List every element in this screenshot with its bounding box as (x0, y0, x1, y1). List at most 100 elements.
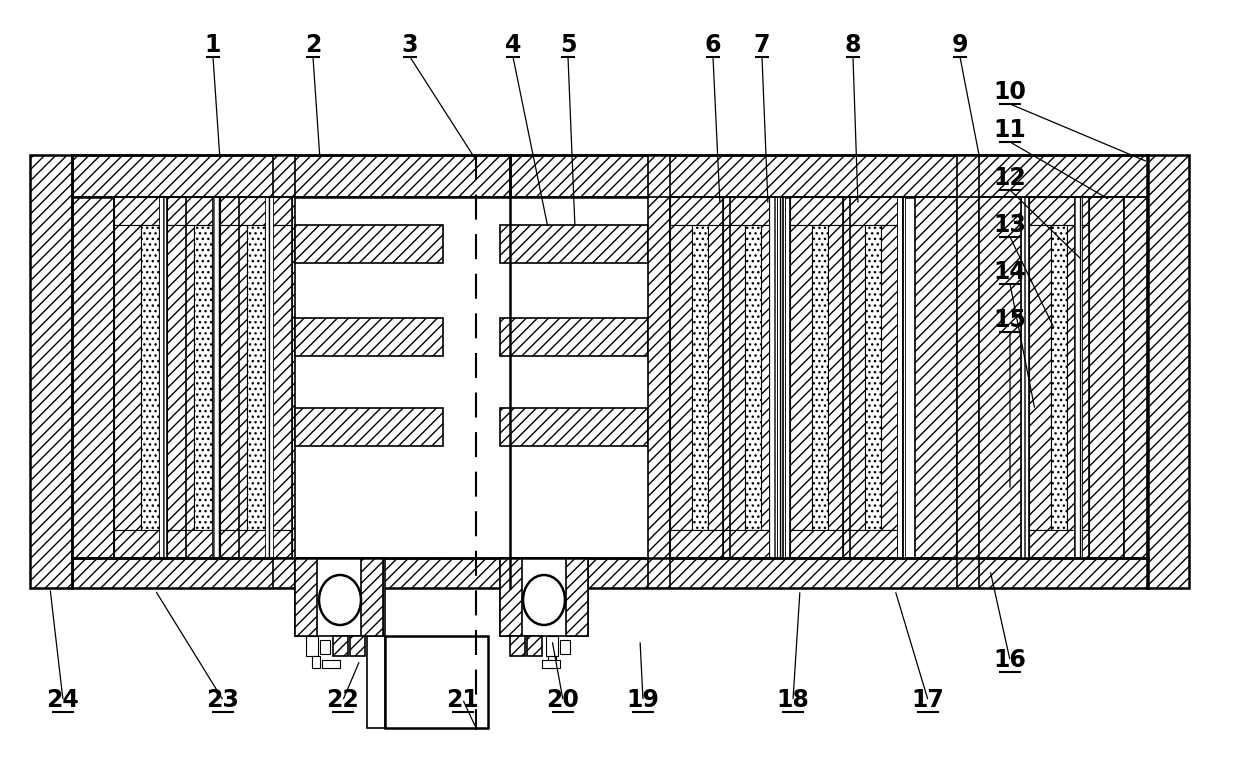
Bar (866, 225, 880, 530)
Bar (692, 225, 708, 530)
Bar (219, 197, 291, 225)
Text: 23: 23 (207, 688, 239, 712)
Text: 10: 10 (993, 80, 1027, 104)
Bar (843, 225, 866, 530)
Bar (295, 558, 383, 636)
Bar (1029, 225, 1052, 530)
Bar (769, 197, 777, 558)
Bar (1147, 155, 1189, 588)
Bar (957, 155, 980, 588)
Bar (546, 636, 558, 656)
Bar (334, 636, 348, 656)
Bar (295, 318, 443, 356)
Bar (1029, 197, 1089, 558)
Text: 12: 12 (993, 166, 1027, 190)
Bar (777, 197, 785, 558)
Bar (897, 197, 905, 558)
Bar (295, 225, 443, 263)
Bar (114, 197, 186, 225)
Bar (219, 530, 291, 558)
Bar (219, 197, 291, 558)
Bar (565, 558, 588, 636)
Text: 20: 20 (547, 688, 579, 712)
Bar (761, 225, 782, 530)
Bar (548, 656, 556, 668)
Bar (723, 197, 782, 225)
Bar (542, 660, 560, 668)
Text: 15: 15 (993, 308, 1027, 332)
Text: 22: 22 (326, 688, 360, 712)
Bar (219, 225, 247, 530)
Bar (844, 197, 852, 558)
Text: 16: 16 (993, 648, 1027, 672)
Bar (790, 197, 849, 225)
Bar (843, 197, 903, 558)
Text: 6: 6 (704, 33, 722, 57)
Text: 8: 8 (844, 33, 862, 57)
Bar (724, 197, 732, 558)
Bar (320, 640, 330, 654)
Bar (790, 530, 849, 558)
Bar (212, 197, 219, 558)
Bar (159, 225, 186, 530)
Text: 11: 11 (993, 118, 1027, 142)
Bar (510, 155, 1148, 197)
Bar (350, 636, 365, 656)
Text: 7: 7 (754, 33, 770, 57)
Bar (361, 558, 383, 636)
Bar (1123, 197, 1147, 558)
Bar (723, 225, 745, 530)
Text: 5: 5 (559, 33, 577, 57)
Text: 18: 18 (776, 688, 810, 712)
Bar (880, 225, 903, 530)
Text: 19: 19 (626, 688, 660, 712)
Bar (500, 558, 522, 636)
Bar (843, 197, 903, 225)
Text: 2: 2 (305, 33, 321, 57)
Bar (72, 197, 114, 558)
Text: 14: 14 (993, 260, 1027, 284)
Bar (247, 225, 265, 530)
Bar (1074, 197, 1083, 558)
Bar (295, 408, 443, 446)
Bar (167, 530, 239, 558)
Bar (1083, 197, 1123, 558)
Bar (30, 155, 72, 588)
Text: 13: 13 (993, 213, 1027, 237)
Bar (167, 197, 239, 225)
Bar (915, 197, 957, 558)
Bar (1021, 197, 1029, 558)
Text: 21: 21 (446, 688, 480, 712)
Bar (72, 558, 1148, 588)
Text: 17: 17 (911, 688, 945, 712)
Bar (114, 197, 186, 558)
Bar (527, 636, 542, 656)
Bar (723, 197, 782, 558)
Bar (1066, 225, 1089, 530)
Bar (1029, 197, 1089, 225)
Bar (843, 530, 903, 558)
Ellipse shape (523, 575, 565, 625)
Bar (649, 155, 670, 588)
Bar (1052, 225, 1066, 530)
Bar (828, 225, 849, 530)
Bar (670, 225, 692, 530)
Bar (72, 155, 510, 197)
Bar (790, 197, 849, 558)
Text: 1: 1 (205, 33, 221, 57)
Bar (500, 408, 649, 446)
Bar (212, 225, 239, 530)
Bar (670, 530, 730, 558)
Bar (1029, 530, 1089, 558)
Bar (980, 197, 1021, 558)
Bar (159, 197, 167, 558)
Text: 3: 3 (402, 33, 418, 57)
Text: 4: 4 (505, 33, 521, 57)
Bar (790, 225, 812, 530)
Bar (812, 225, 828, 530)
Bar (510, 636, 525, 656)
Bar (322, 660, 340, 668)
Bar (193, 225, 212, 530)
Ellipse shape (319, 575, 361, 625)
Bar (141, 225, 159, 530)
